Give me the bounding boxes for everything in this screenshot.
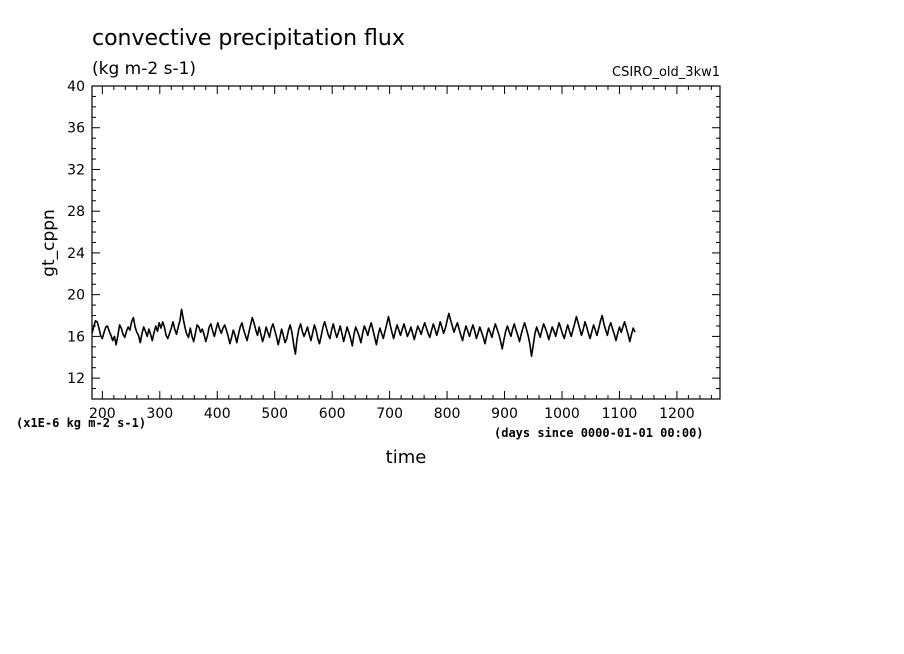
y-tick-label: 24 [67, 246, 85, 262]
y-tick-label: 16 [67, 329, 85, 345]
chart-title: convective precipitation flux [92, 26, 405, 51]
x-tick-label: 500 [261, 406, 288, 422]
x-tick-label: 700 [376, 406, 403, 422]
chart-subtitle: (kg m-2 s-1) [92, 59, 196, 79]
x-axis: 200 300 400 500 600 700 800 900 1000 1100 1200 [89, 86, 712, 422]
x-tick-label: 900 [491, 406, 518, 422]
y-tick-label: 36 [67, 121, 85, 137]
y-tick-label: 28 [67, 204, 85, 220]
y-tick-label: 40 [67, 79, 85, 95]
x-tick-label: 200 [89, 406, 116, 422]
y-axis: 12 16 20 24 28 32 36 40 [67, 79, 720, 400]
x-axis-label: time [386, 447, 427, 468]
y-tick-label: 32 [67, 162, 85, 178]
x-tick-label: 1100 [602, 406, 638, 422]
x-tick-label: 1000 [544, 406, 580, 422]
x-tick-label: 800 [434, 406, 461, 422]
y-units-note: (x1E-6 kg m-2 s-1) [16, 416, 146, 430]
x-tick-label: 600 [319, 406, 346, 422]
source-label: CSIRO_old_3kw1 [612, 65, 720, 80]
plot-frame [91, 85, 721, 400]
y-tick-label: 12 [67, 371, 85, 387]
series-line [91, 308, 636, 357]
x-tick-label: 1200 [659, 406, 695, 422]
x-tick-label: 300 [146, 406, 173, 422]
x-tick-label: 400 [204, 406, 231, 422]
y-tick-label: 20 [67, 288, 85, 304]
x-units-note: (days since 0000-01-01 00:00) [494, 426, 704, 440]
y-axis-label: gt_cppn [39, 209, 59, 277]
